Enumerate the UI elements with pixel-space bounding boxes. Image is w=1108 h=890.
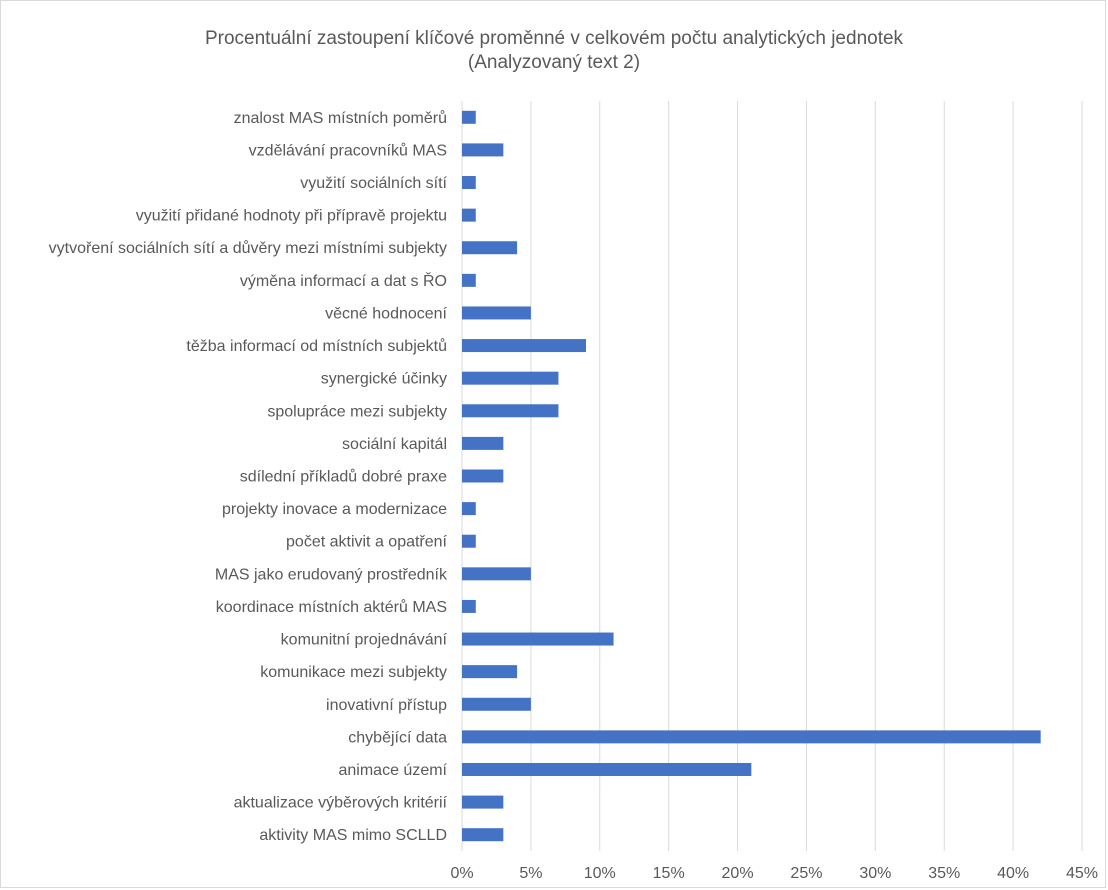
x-tick-label: 20% [722, 865, 754, 882]
bar [462, 567, 531, 581]
bars [462, 110, 1041, 842]
category-label: aktualizace výběrových kritérií [234, 795, 448, 812]
chart-title: Procentuální zastoupení klíčové proměnné… [204, 28, 904, 49]
x-tick-label: 0% [450, 865, 473, 882]
x-tick-label: 45% [1066, 865, 1098, 882]
category-label: projekty inovace a modernizace [222, 501, 447, 518]
x-tick-label: 25% [790, 865, 822, 882]
x-tick-label: 35% [928, 865, 960, 882]
bar [462, 697, 531, 711]
x-tick-label: 40% [997, 865, 1029, 882]
chart-title-block: Procentuální zastoupení klíčové proměnné… [0, 27, 1108, 75]
category-label: animace území [339, 762, 448, 779]
category-label: sdílední příkladů dobré praxe [240, 468, 447, 486]
x-tick-label: 5% [519, 865, 542, 882]
category-label: věcné hodnocení [325, 305, 447, 322]
category-label: komunitní projednávání [281, 632, 448, 649]
category-labels: znalost MAS místních poměrů vzdělávání pr… [49, 109, 448, 844]
bar [462, 273, 476, 287]
bar [462, 176, 476, 190]
category-label: aktivity MAS mimo SCLLD [259, 827, 447, 844]
bar [462, 371, 559, 385]
category-label: inovativní přístup [326, 697, 447, 714]
category-label: sociální kapitál [342, 436, 447, 453]
category-label: počet aktivit a opatření [286, 534, 448, 551]
category-label: komunikace mezi subjekty [260, 664, 447, 681]
category-label: výměna informací a dat s ŘO [240, 271, 447, 290]
bar [462, 828, 504, 842]
x-tick-label: 30% [859, 865, 891, 882]
bar [462, 208, 476, 222]
category-label: využití přidané hodnoty při přípravě pro… [136, 208, 447, 225]
category-label: těžba informací od místních subjektů [186, 337, 447, 355]
chart-subtitle: (Analyzovaný text 2) [467, 52, 641, 73]
category-label: MAS jako erudovaný prostředník [215, 566, 448, 583]
category-label: chybějící data [348, 729, 447, 746]
bar [462, 306, 531, 320]
bar [462, 339, 586, 353]
category-label: znalost MAS místních poměrů [234, 109, 447, 127]
bar [462, 241, 518, 255]
category-label: synergické účinky [321, 371, 447, 388]
x-axis-ticks: 0% 5% 10% 15% 20% 25% 30% 35% 40% 45% [450, 865, 1098, 882]
bar [462, 632, 614, 646]
bar [462, 404, 559, 418]
category-label: spolupráce mezi subjekty [267, 403, 447, 420]
bar [462, 665, 518, 679]
bar [462, 795, 504, 809]
bar [462, 110, 476, 124]
x-tick-label: 10% [584, 865, 616, 882]
x-tick-label: 15% [653, 865, 685, 882]
bar [462, 502, 476, 516]
category-label: vytvoření sociálních sítí a důvěry mezi … [49, 239, 447, 257]
bar [462, 762, 752, 776]
bar [462, 469, 504, 483]
bar [462, 730, 1041, 744]
bar [462, 143, 504, 157]
category-label: vzdělávání pracovníků MAS [249, 141, 447, 159]
bar [462, 436, 504, 450]
category-label: využití sociálních sítí [300, 175, 447, 192]
bar [462, 599, 476, 613]
category-label: koordinace místních aktérů MAS [216, 598, 447, 616]
bar [462, 534, 476, 548]
